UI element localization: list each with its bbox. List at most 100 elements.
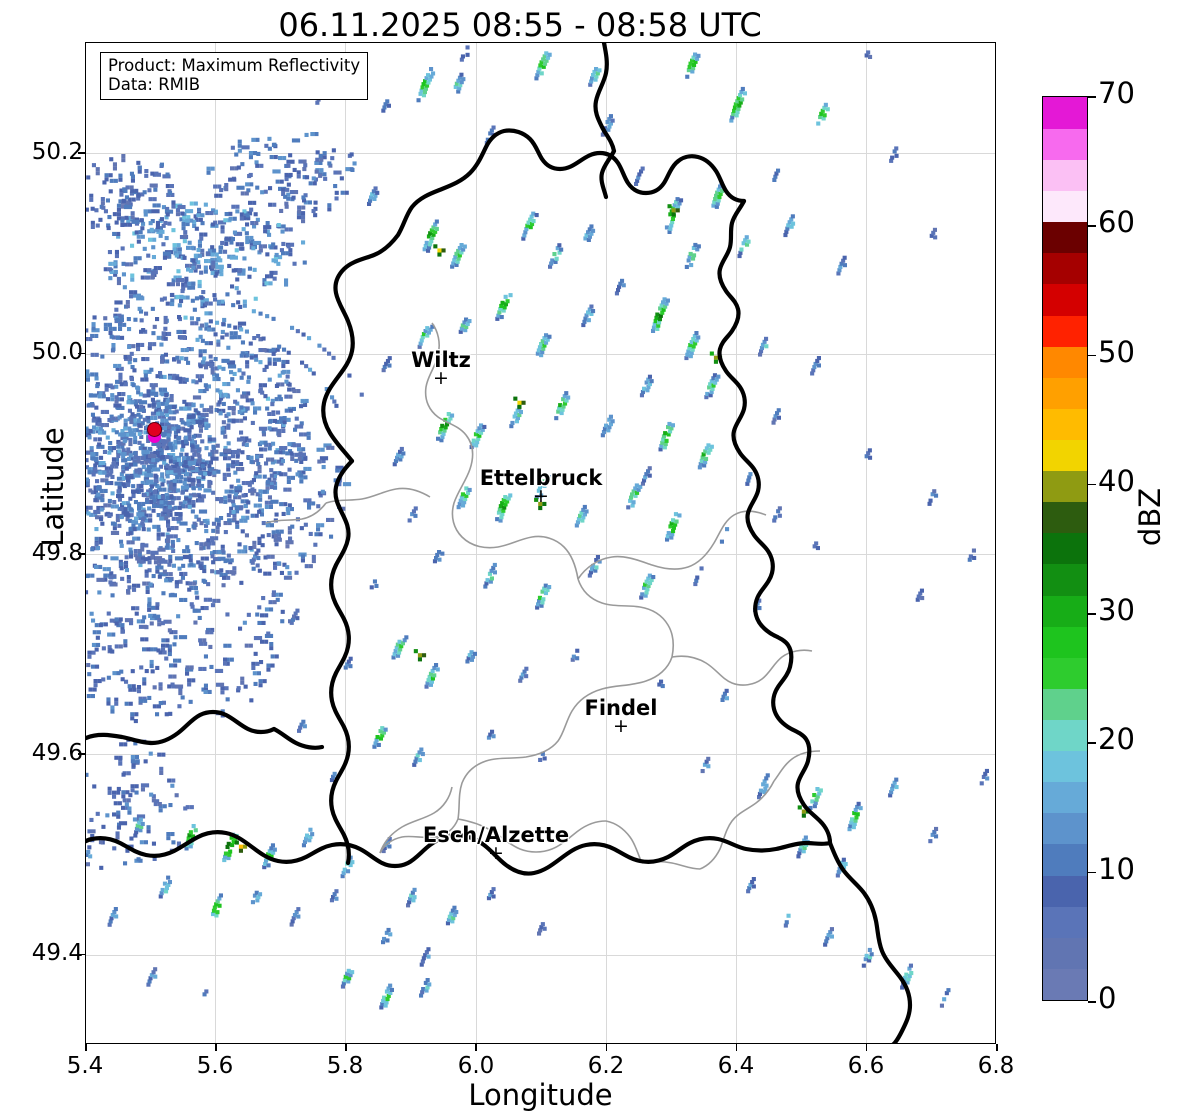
x-tick-mark — [605, 1044, 608, 1051]
colorbar-band — [1043, 968, 1087, 1000]
colorbar-band — [1043, 719, 1087, 752]
gridline-vertical — [475, 43, 477, 1043]
x-tick-mark — [85, 1044, 87, 1051]
colorbar-band — [1043, 221, 1087, 254]
colorbar-tick-mark — [1088, 354, 1096, 357]
neighbouring-country-border — [86, 43, 617, 750]
colorbar-band — [1043, 377, 1087, 409]
colorbar-band — [1043, 532, 1087, 565]
city-marker-plus: + — [488, 842, 504, 864]
colorbar-tick-mark — [1088, 1001, 1096, 1003]
product-line: Product: Maximum Reflectivity — [108, 56, 361, 75]
colorbar-tick-label: 70 — [1098, 76, 1135, 110]
x-tick-mark — [475, 1044, 477, 1051]
colorbar-tick-label: 30 — [1098, 593, 1135, 628]
x-tick-mark — [735, 1044, 738, 1051]
gridline-vertical — [735, 43, 737, 1043]
colorbar-band — [1043, 657, 1087, 689]
x-tick-label: 6.6 — [847, 1053, 885, 1079]
city-marker-plus: + — [433, 367, 449, 389]
colorbar-band — [1043, 750, 1087, 783]
colorbar-tick-mark — [1088, 742, 1096, 745]
x-axis-label: Longitude — [468, 1078, 613, 1112]
colorbar-band — [1043, 812, 1087, 845]
colorbar-tick-label: 60 — [1098, 205, 1135, 240]
gridline-vertical — [605, 43, 607, 1043]
colorbar-band — [1043, 781, 1087, 814]
colorbar-tick-mark — [1088, 225, 1096, 227]
colorbar-band — [1043, 190, 1087, 223]
product-info-box: Product: Maximum Reflectivity Data: RMIB — [100, 52, 369, 100]
gridline-vertical — [866, 43, 867, 1043]
x-tick-label: 6.8 — [977, 1053, 1015, 1079]
city-name: Findel — [584, 696, 658, 720]
district-borders — [265, 322, 821, 870]
y-tick-label: 50.2 — [31, 139, 83, 165]
colorbar-band — [1043, 252, 1087, 285]
x-tick-label: 5.4 — [66, 1053, 104, 1079]
x-tick-mark — [865, 1044, 868, 1051]
radar-echo-layer — [86, 45, 990, 1010]
colorbar-tick-mark — [1088, 871, 1096, 874]
colorbar-band — [1043, 626, 1087, 658]
y-tick-label: 50.0 — [31, 339, 83, 365]
gridline-vertical — [215, 43, 217, 1043]
colorbar-unit-label: dBZ — [1133, 487, 1167, 547]
x-tick-mark — [215, 1044, 217, 1051]
border-layer — [86, 43, 913, 1043]
gridline-horizontal — [86, 554, 995, 555]
colorbar-band — [1043, 408, 1087, 441]
colorbar-band — [1043, 688, 1087, 721]
y-tick-mark — [78, 152, 85, 154]
y-tick-label: 49.8 — [31, 540, 83, 566]
colorbar-band — [1043, 843, 1087, 876]
city-name: Wiltz — [411, 348, 471, 372]
x-tick-label: 5.6 — [196, 1053, 234, 1079]
gridline-horizontal — [86, 954, 995, 956]
y-tick-mark — [78, 753, 85, 755]
y-tick-mark — [78, 553, 85, 555]
colorbar-band — [1043, 501, 1087, 534]
colorbar-band — [1043, 439, 1087, 472]
colorbar-tick-label: 20 — [1098, 722, 1135, 757]
city-name: Ettelbruck — [479, 466, 603, 490]
y-tick-label: 49.4 — [31, 940, 83, 966]
data-source-line: Data: RMIB — [108, 75, 201, 95]
page-title: 06.11.2025 08:55 - 08:58 UTC — [278, 6, 762, 44]
y-tick-mark — [78, 953, 85, 956]
colorbar-tick-mark — [1088, 96, 1096, 98]
colorbar-band — [1043, 563, 1087, 596]
colorbar-tick-label: 0 — [1098, 981, 1117, 1015]
colorbar-band — [1043, 905, 1087, 938]
luxembourg-national-border — [86, 128, 913, 1043]
gridline-horizontal — [86, 754, 995, 756]
radar-site-dot — [147, 422, 163, 437]
colorbar-tick-label: 40 — [1098, 463, 1135, 498]
x-tick-label: 5.8 — [326, 1053, 364, 1079]
colorbar-band — [1043, 128, 1087, 161]
x-tick-label: 6.4 — [717, 1053, 755, 1079]
x-tick-label: 6.2 — [587, 1053, 625, 1079]
y-tick-mark — [78, 352, 85, 355]
colorbar-band — [1043, 937, 1087, 969]
city-marker-plus: + — [533, 485, 549, 507]
x-tick-mark — [996, 1044, 998, 1051]
x-tick-mark — [345, 1044, 347, 1051]
colorbar-tick-label: 50 — [1098, 334, 1135, 369]
colorbar-band — [1043, 314, 1087, 347]
radar-map-plot: Wiltz + Ettelbruck + Findel + Esch/Alzet… — [85, 42, 996, 1044]
colorbar-band — [1043, 470, 1087, 503]
colorbar-band — [1043, 159, 1087, 192]
y-tick-label: 49.6 — [31, 740, 83, 766]
colorbar-tick-label: 10 — [1098, 851, 1135, 886]
colorbar — [1042, 96, 1088, 1001]
city-marker-plus: + — [613, 715, 629, 737]
colorbar-band — [1043, 874, 1087, 907]
colorbar-tick-mark — [1088, 613, 1096, 615]
colorbar-band — [1043, 97, 1087, 129]
city-name: Esch/Alzette — [422, 823, 570, 847]
colorbar-band — [1043, 594, 1087, 627]
x-tick-label: 6.0 — [457, 1053, 495, 1079]
colorbar-band — [1043, 346, 1087, 378]
colorbar-tick-mark — [1088, 483, 1096, 486]
